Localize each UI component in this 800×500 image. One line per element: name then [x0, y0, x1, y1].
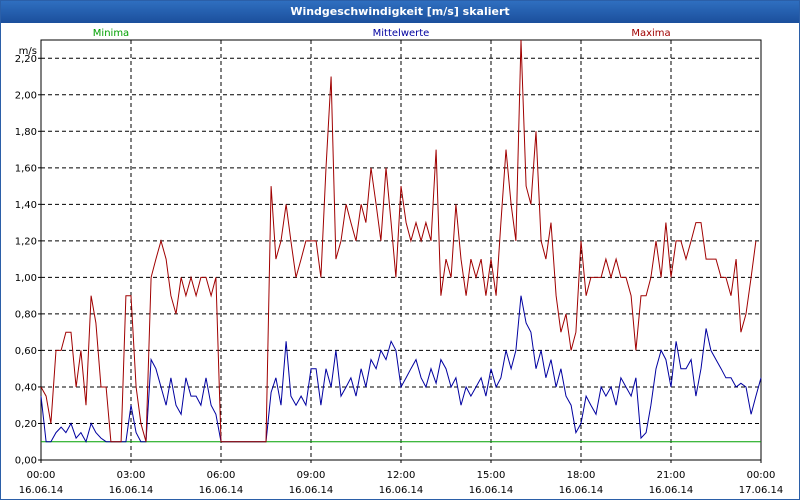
y-tick-label: 0,60 — [15, 346, 37, 357]
y-tick-label: 1,00 — [15, 273, 37, 284]
x-tick-label-date: 16.06.14 — [289, 485, 334, 496]
legend-minima: Minima — [93, 28, 129, 39]
x-tick-label-date: 16.06.14 — [19, 485, 64, 496]
legend-maxima: Maxima — [631, 28, 670, 39]
x-tick-label-time: 18:00 — [567, 470, 596, 481]
y-tick-label: 0,20 — [15, 419, 37, 430]
x-tick-label-date: 17.06.14 — [739, 485, 784, 496]
x-tick-label-date: 16.06.14 — [559, 485, 604, 496]
y-tick-label: 0,80 — [15, 309, 37, 320]
x-tick-label-time: 06:00 — [207, 470, 236, 481]
x-tick-label-time: 12:00 — [387, 470, 416, 481]
x-tick-label-time: 00:00 — [747, 470, 776, 481]
y-tick-label: 1,20 — [15, 236, 37, 247]
legend-mittelwerte: Mittelwerte — [373, 28, 430, 39]
series-line-maxima — [40, 39, 757, 443]
x-tick-label-date: 16.06.14 — [199, 485, 244, 496]
y-tick-label: 1,60 — [15, 163, 37, 174]
y-tick-label: 1,40 — [15, 200, 37, 211]
window-title: Windgeschwindigkeit [m/s] skaliert — [1, 1, 799, 23]
y-tick-label: 2,20 — [15, 54, 37, 65]
y-tick-label: 1,80 — [15, 127, 37, 138]
chart-area: 0,00 0,20 0,40 0,60 0,80 1,00 1,20 1,40 1,60 1,80… — [1, 23, 799, 499]
x-tick-label-date: 16.06.14 — [379, 485, 424, 496]
chart-svg: 0,00 0,20 0,40 0,60 0,80 1,00 1,20 1,40 1,60 1,80… — [15, 28, 784, 496]
x-tick-label-time: 03:00 — [117, 470, 146, 481]
x-tick-label-date: 16.06.14 — [469, 485, 514, 496]
x-tick-label-time: 00:00 — [27, 470, 56, 481]
y-tick-label: 0,40 — [15, 382, 37, 393]
x-tick-label-time: 21:00 — [657, 470, 686, 481]
x-tick-label-date: 16.06.14 — [109, 485, 154, 496]
x-tick-label-time: 09:00 — [297, 470, 326, 481]
y-tick-label: 0,00 — [15, 456, 37, 467]
y-tick-label: 2,00 — [15, 90, 37, 101]
y-axis-label: m/s — [19, 46, 37, 57]
x-tick-label-time: 15:00 — [477, 470, 506, 481]
x-tick-label-date: 16.06.14 — [649, 485, 694, 496]
series-line-mittelwerte — [40, 295, 762, 443]
